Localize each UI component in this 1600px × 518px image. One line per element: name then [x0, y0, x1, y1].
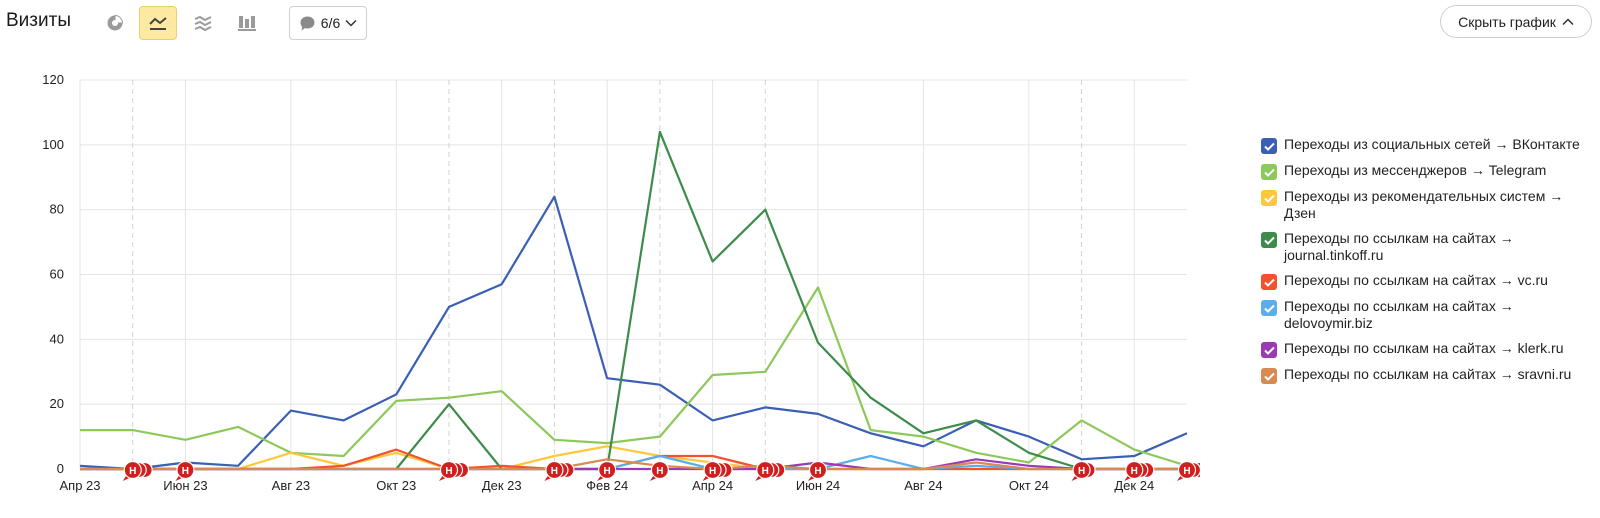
series-line-8 [80, 458, 1187, 471]
annotation-marker-label: Н [129, 466, 136, 477]
checkbox-icon[interactable] [1261, 232, 1277, 248]
legend-item[interactable]: Переходы по ссылкам на сайтах → delovoym… [1261, 298, 1591, 332]
series-line-1 [79, 195, 1188, 471]
pie-chart-icon [107, 14, 124, 31]
chart-legend: Переходы из социальных сетей → ВКонтакте… [1261, 136, 1591, 392]
annotation-marker-label: Н [1131, 466, 1138, 477]
checkbox-icon[interactable] [1261, 164, 1277, 180]
y-tick-label: 120 [42, 72, 64, 87]
x-tick-label: Июн 24 [796, 478, 840, 493]
bar-chart-button[interactable] [228, 6, 266, 40]
annotation-marker [1177, 460, 1197, 480]
annotation-marker-label: Н [814, 466, 821, 477]
x-tick-label: Дек 23 [482, 478, 522, 493]
chevron-up-icon [1562, 17, 1574, 25]
legend-item[interactable]: Переходы из мессенджеров → Telegram [1261, 162, 1591, 180]
legend-item[interactable]: Переходы из рекомендательных систем → Дз… [1261, 188, 1591, 222]
hide-chart-button[interactable]: Скрыть график [1440, 5, 1592, 38]
line-chart-icon [149, 17, 167, 30]
y-tick-label: 0 [57, 461, 64, 476]
annotation-marker [1072, 460, 1091, 480]
line-chart: 0 20 40 60 80 100 120 Апр 23 Июн 23 Авг 23 Окт 23 Д… [42, 72, 1200, 493]
annotation-marker [123, 460, 142, 480]
annotation-marker-label: Н [604, 466, 611, 477]
notes-toggle-button[interactable]: 6/6 [289, 6, 367, 40]
y-tick-label: 20 [50, 396, 64, 411]
checkbox-icon[interactable] [1261, 138, 1277, 154]
bar-chart-icon [238, 16, 256, 31]
x-tick-label: Авг 24 [904, 478, 942, 493]
annotation-marker-label: Н [182, 466, 189, 477]
legend-label: Переходы по ссылкам на сайтах → sravni.r… [1284, 366, 1572, 382]
annotation-marker-label: Н [762, 466, 769, 477]
pie-chart-button[interactable] [96, 6, 134, 40]
annotation-marker [439, 460, 459, 480]
legend-label: Переходы по ссылкам на сайтах → journal.… [1284, 230, 1514, 263]
annotation-marker-label: Н [656, 466, 663, 477]
y-tick-label: 80 [50, 202, 64, 217]
chart-toolbar: Визиты 6/6 [0, 0, 1600, 46]
legend-item[interactable]: Переходы по ссылкам на сайтах → klerk.ru [1261, 340, 1591, 358]
comment-icon [300, 16, 315, 30]
x-tick-label: Авг 23 [272, 478, 310, 493]
annotation-marker [176, 460, 195, 480]
legend-label: Переходы по ссылкам на сайтах → vc.ru [1284, 272, 1548, 288]
annotation-marker-label: Н [1078, 466, 1085, 477]
legend-item[interactable]: Переходы из социальных сетей → ВКонтакте [1261, 136, 1591, 154]
annotation-marker [1125, 460, 1144, 480]
x-tick-label: Окт 24 [1009, 478, 1049, 493]
annotation-marker [756, 460, 775, 480]
checkbox-icon[interactable] [1261, 300, 1277, 316]
annotation-marker-label: Н [445, 466, 452, 477]
chevron-down-icon [345, 19, 357, 27]
legend-label: Переходы из мессенджеров → Telegram [1284, 162, 1547, 178]
legend-label: Переходы из социальных сетей → ВКонтакте [1284, 136, 1580, 152]
x-tick-label: Фев 24 [586, 478, 628, 493]
annotation-marker [808, 460, 828, 480]
x-tick-label: Апр 24 [692, 478, 733, 493]
y-tick-label: 100 [42, 137, 64, 152]
area-chart-icon [194, 15, 212, 31]
legend-item[interactable]: Переходы по ссылкам на сайтах → sravni.r… [1261, 366, 1591, 384]
checkbox-icon[interactable] [1261, 368, 1277, 384]
line-chart-button[interactable] [139, 6, 177, 40]
x-tick-label: Июн 23 [163, 478, 207, 493]
x-tick-label: Окт 23 [376, 478, 416, 493]
checkbox-icon[interactable] [1261, 190, 1277, 206]
annotation-marker [598, 460, 617, 480]
annotation-marker-label: Н [551, 466, 558, 477]
series-line-2 [80, 286, 1188, 467]
y-tick-label: 60 [50, 267, 64, 282]
legend-label: Переходы из рекомендательных систем → Дз… [1284, 188, 1564, 221]
legend-label: Переходы по ссылкам на сайтах → klerk.ru [1284, 340, 1564, 356]
annotation-marker-label: Н [709, 466, 716, 477]
area-chart-button[interactable] [184, 6, 222, 40]
annotation-marker [650, 460, 669, 480]
checkbox-icon[interactable] [1261, 274, 1277, 290]
legend-item[interactable]: Переходы по ссылкам на сайтах → journal.… [1261, 230, 1591, 264]
annotation-marker [703, 460, 722, 480]
legend-item[interactable]: Переходы по ссылкам на сайтах → vc.ru [1261, 272, 1591, 290]
x-tick-label: Дек 24 [1114, 478, 1154, 493]
series-line-4 [80, 130, 1187, 471]
chart-title: Визиты [6, 10, 71, 31]
legend-label: Переходы по ссылкам на сайтах → delovoym… [1284, 298, 1514, 331]
annotation-marker [545, 460, 564, 480]
notes-count: 6/6 [320, 15, 341, 31]
checkbox-icon[interactable] [1261, 342, 1277, 358]
x-tick-label: Апр 23 [59, 478, 100, 493]
annotation-marker-label: Н [1183, 466, 1190, 477]
hide-chart-label: Скрыть график [1458, 13, 1556, 30]
y-tick-label: 40 [50, 331, 64, 346]
